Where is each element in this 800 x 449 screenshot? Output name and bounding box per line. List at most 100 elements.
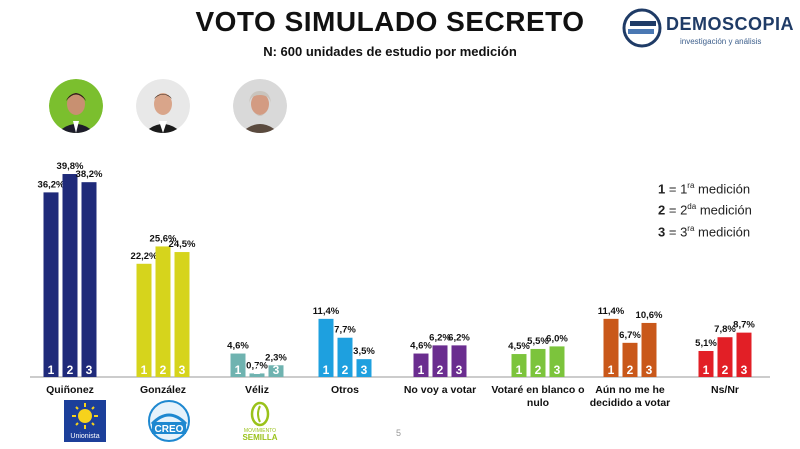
data-label: 3,5%: [353, 346, 375, 357]
data-label: 0,7%: [246, 360, 268, 371]
bar-index-label: 2: [160, 363, 167, 377]
bar: [511, 354, 527, 377]
category-label: González: [140, 384, 186, 396]
bar: [530, 348, 546, 377]
bar: [451, 345, 467, 377]
brand-tagline: investigación y análisis: [680, 37, 762, 46]
bar-index-label: 1: [703, 363, 710, 377]
bar-index-label: 3: [554, 363, 561, 377]
bars-group: 36,2%139,8%238,2%3Quiñonez22,2%125,6%224…: [38, 161, 756, 409]
category-label: Otros: [331, 384, 359, 396]
bar-index-label: 2: [67, 363, 74, 377]
data-label: 7,8%: [714, 324, 736, 335]
data-label: 39,8%: [57, 161, 84, 172]
semilla-seed-icon: MOVIMIENTO SEMILLA: [242, 401, 278, 442]
bar: [81, 182, 97, 377]
bar-index-label: 1: [608, 363, 615, 377]
data-label: 4,6%: [410, 341, 432, 352]
data-label: 10,6%: [636, 310, 663, 321]
bar: [43, 192, 59, 377]
legend-item: 2 = 2da medición: [658, 202, 752, 218]
legend-item: 3 = 3ra medición: [658, 223, 751, 239]
bar-index-label: 2: [722, 363, 729, 377]
category-label: decidido a votar: [590, 397, 671, 409]
semilla-top-text: MOVIMIENTO: [244, 428, 276, 434]
category-label: Quiñonez: [46, 384, 94, 396]
bar: [155, 246, 171, 377]
bar-index-label: 3: [179, 363, 186, 377]
bar: [603, 318, 619, 377]
avatar-veliz: [233, 79, 287, 133]
bar-index-label: 3: [273, 363, 280, 377]
data-label: 11,4%: [598, 306, 625, 317]
bar-index-label: 2: [254, 363, 261, 377]
chart-title: VOTO SIMULADO SECRETO: [195, 6, 585, 37]
bar-index-label: 1: [235, 363, 242, 377]
bar-index-label: 1: [141, 363, 148, 377]
chart-subtitle: N: 600 unidades de estudio por medición: [263, 44, 517, 59]
data-label: 7,7%: [334, 325, 356, 336]
creo-logo: CREO: [146, 400, 192, 442]
candidate-photo-icon: [136, 79, 190, 133]
data-label: 22,2%: [131, 251, 158, 262]
data-label: 5,1%: [695, 338, 717, 349]
bar: [549, 346, 565, 377]
category-label: Aún no me he: [595, 384, 665, 396]
bar: [136, 263, 152, 377]
brand-name: DEMOSCOPIA: [666, 14, 795, 34]
semilla-logo: MOVIMIENTO SEMILLA: [237, 400, 283, 442]
bar: [698, 350, 714, 377]
demoscopia-logo: DEMOSCOPIA investigación y análisis: [622, 8, 795, 48]
category-label: Votaré en blanco o: [491, 384, 584, 396]
data-label: 6,7%: [619, 330, 641, 341]
data-label: 25,6%: [150, 233, 177, 244]
candidate-photo-icon: [49, 79, 103, 133]
creo-text: CREO: [155, 424, 184, 435]
bar-index-label: 2: [342, 363, 349, 377]
bar-index-label: 2: [535, 363, 542, 377]
bar-index-label: 3: [646, 363, 653, 377]
bar-index-label: 1: [323, 363, 330, 377]
data-label: 2,3%: [265, 352, 287, 363]
category-label: nulo: [527, 397, 549, 409]
bar: [337, 337, 353, 377]
demoscopia-mark-icon: [622, 8, 662, 48]
data-label: 11,4%: [313, 306, 340, 317]
category-label: Ns/Nr: [711, 384, 739, 396]
category-label: No voy a votar: [404, 384, 476, 396]
data-label: 6,2%: [429, 332, 451, 343]
bar: [432, 345, 448, 377]
data-label: 38,2%: [76, 169, 103, 180]
bar-index-label: 2: [437, 363, 444, 377]
unionista-sun-icon: Unionista: [64, 400, 106, 442]
page-number: 5: [396, 428, 402, 438]
candidate-photo-icon: [233, 79, 287, 133]
creo-badge-icon: CREO: [148, 400, 190, 442]
bar-index-label: 1: [48, 363, 55, 377]
bar-index-label: 3: [361, 363, 368, 377]
avatar-gonzalez: [136, 79, 190, 133]
data-label: 4,6%: [227, 341, 249, 352]
data-label: 6,2%: [448, 332, 470, 343]
data-label: 6,0%: [546, 333, 568, 344]
bar: [641, 322, 657, 377]
bar-index-label: 3: [86, 363, 93, 377]
bar: [62, 174, 78, 377]
bar-index-label: 1: [418, 363, 425, 377]
bar: [174, 252, 190, 377]
data-label: 36,2%: [38, 179, 65, 190]
avatar-quinonez: [49, 79, 103, 133]
bar-index-label: 1: [516, 363, 523, 377]
legend: 1 = 1ra medición 2 = 2da medición 3 = 3r…: [658, 177, 752, 241]
data-label: 5,5%: [527, 336, 549, 347]
bar: [413, 353, 429, 377]
legend-item: 1 = 1ra medición: [658, 181, 751, 197]
bar: [230, 353, 246, 377]
bar: [622, 342, 638, 377]
bar: [736, 332, 752, 377]
bar-index-label: 2: [627, 363, 634, 377]
bar: [249, 373, 265, 377]
bar: [268, 365, 284, 377]
bar-index-label: 3: [741, 363, 748, 377]
